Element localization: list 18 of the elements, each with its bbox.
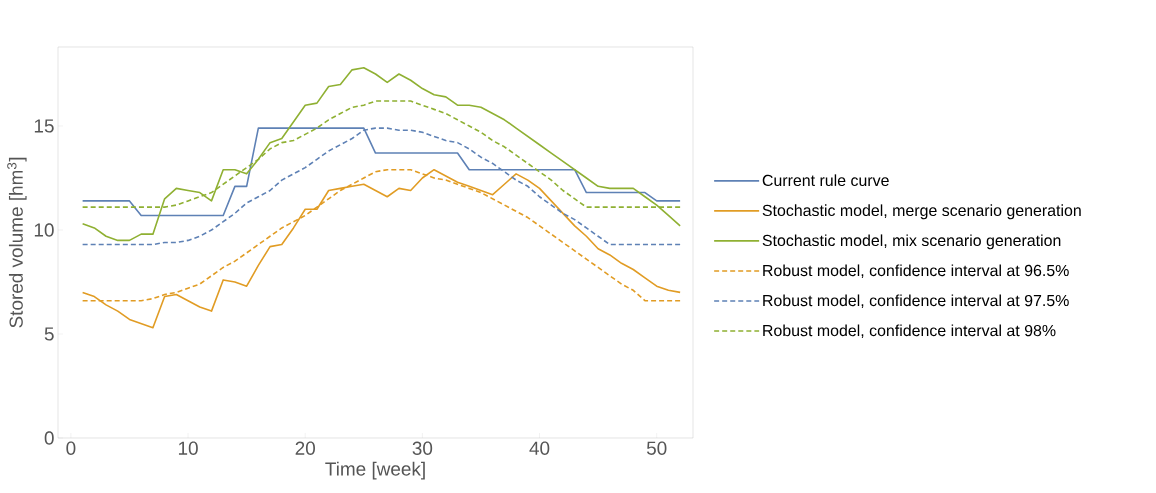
legend-label: Robust model, confidence interval at 97.5% xyxy=(763,294,1069,309)
x-tick-label: 50 xyxy=(646,441,667,455)
legend-label: Current rule curve xyxy=(762,174,889,187)
legend-label: Robust model, confidence interval at 96.5% xyxy=(763,264,1069,279)
x-axis-title: Time [week] xyxy=(325,461,425,480)
legend-label: Stochastic model, merge scenario generation xyxy=(762,204,1081,220)
y-tick-label: 5 xyxy=(44,327,54,341)
x-tick-label: 10 xyxy=(178,441,198,455)
x-tick-label: 20 xyxy=(295,441,315,455)
y-axis-title: Stored volume [hm$^{3}$] xyxy=(7,157,27,328)
y-tick-label: 10 xyxy=(34,223,54,237)
y-tick-label: 0 xyxy=(44,431,54,445)
legend-label: Stochastic model, mix scenario generation xyxy=(762,234,1061,250)
legend-label: Robust model, confidence interval at 98% xyxy=(763,324,1056,339)
x-tick-label: 0 xyxy=(66,441,76,455)
x-tick-label: 40 xyxy=(529,441,550,455)
x-tick-label: 30 xyxy=(412,441,433,455)
y-tick-label: 15 xyxy=(34,119,54,133)
